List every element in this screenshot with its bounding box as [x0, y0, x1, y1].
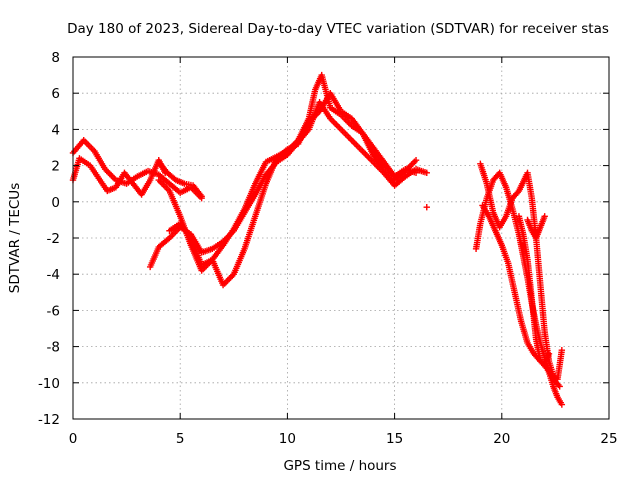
data-point: [198, 193, 205, 200]
y-tick-label: 2: [51, 159, 60, 175]
series-trace-f: [155, 158, 205, 200]
data-point: [558, 347, 566, 354]
y-tick-label: -12: [38, 412, 60, 428]
x-tick-label: 5: [176, 431, 185, 447]
x-axis-label: GPS time / hours: [283, 458, 396, 474]
y-tick-label: -4: [47, 267, 60, 283]
series-trace-l: [423, 204, 430, 211]
series-trace-j: [515, 213, 553, 368]
data-point: [423, 169, 430, 177]
y-tick-label: 6: [51, 86, 60, 102]
y-axis-label: SDTVAR / TECUs: [7, 183, 23, 293]
data-point: [412, 156, 420, 164]
x-tick-label: 0: [69, 431, 78, 447]
x-tick-label: 10: [279, 431, 296, 447]
chart-title: Day 180 of 2023, Sidereal Day-to-day VTE…: [67, 21, 609, 37]
data-point: [412, 169, 420, 177]
y-tick-label: -6: [47, 303, 60, 319]
marks-layer: [69, 71, 566, 408]
series-trace-k: [524, 213, 548, 242]
y-tick-label: -8: [47, 340, 60, 356]
y-tick-label: -10: [38, 376, 60, 392]
y-tick-label: -2: [47, 231, 60, 247]
y-tick-label: 4: [51, 122, 60, 138]
data-point: [423, 204, 430, 211]
data-point: [558, 401, 566, 408]
data-point: [556, 383, 563, 390]
data-point: [541, 213, 548, 220]
axes-layer: 0 5 10 15 20 25 -12 -10 -8 -6 -4 -2 0 2 4 6 8: [38, 50, 618, 447]
y-tick-label: 0: [51, 195, 60, 211]
series-trace-h: [477, 160, 566, 383]
data-point: [545, 350, 553, 358]
series-trace-b: [69, 155, 169, 198]
x-tick-label: 25: [600, 431, 617, 447]
y-tick-label: 8: [51, 50, 60, 66]
series-trace-e: [155, 90, 420, 289]
x-tick-label: 20: [493, 431, 510, 447]
x-tick-label: 15: [386, 431, 403, 447]
